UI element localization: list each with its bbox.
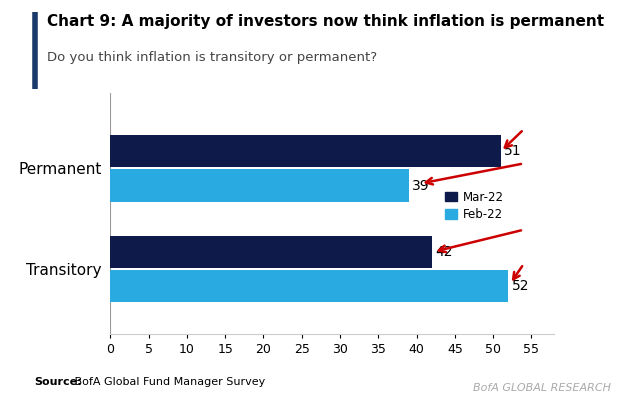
- Text: BofA GLOBAL RESEARCH: BofA GLOBAL RESEARCH: [473, 383, 611, 393]
- Text: BofA Global Fund Manager Survey: BofA Global Fund Manager Survey: [71, 377, 265, 387]
- Bar: [110, 169, 409, 202]
- Text: Do you think inflation is transitory or permanent?: Do you think inflation is transitory or …: [47, 51, 377, 64]
- Bar: [110, 135, 501, 167]
- Text: 42: 42: [435, 245, 452, 259]
- Text: Source:: Source:: [35, 377, 83, 387]
- Bar: [110, 270, 508, 302]
- Legend: Mar-22, Feb-22: Mar-22, Feb-22: [445, 191, 503, 222]
- Text: 39: 39: [412, 179, 430, 192]
- Bar: [110, 236, 432, 268]
- Text: 51: 51: [504, 145, 522, 158]
- Text: Chart 9: A majority of investors now think inflation is permanent: Chart 9: A majority of investors now thi…: [47, 14, 604, 29]
- Text: 52: 52: [512, 279, 529, 293]
